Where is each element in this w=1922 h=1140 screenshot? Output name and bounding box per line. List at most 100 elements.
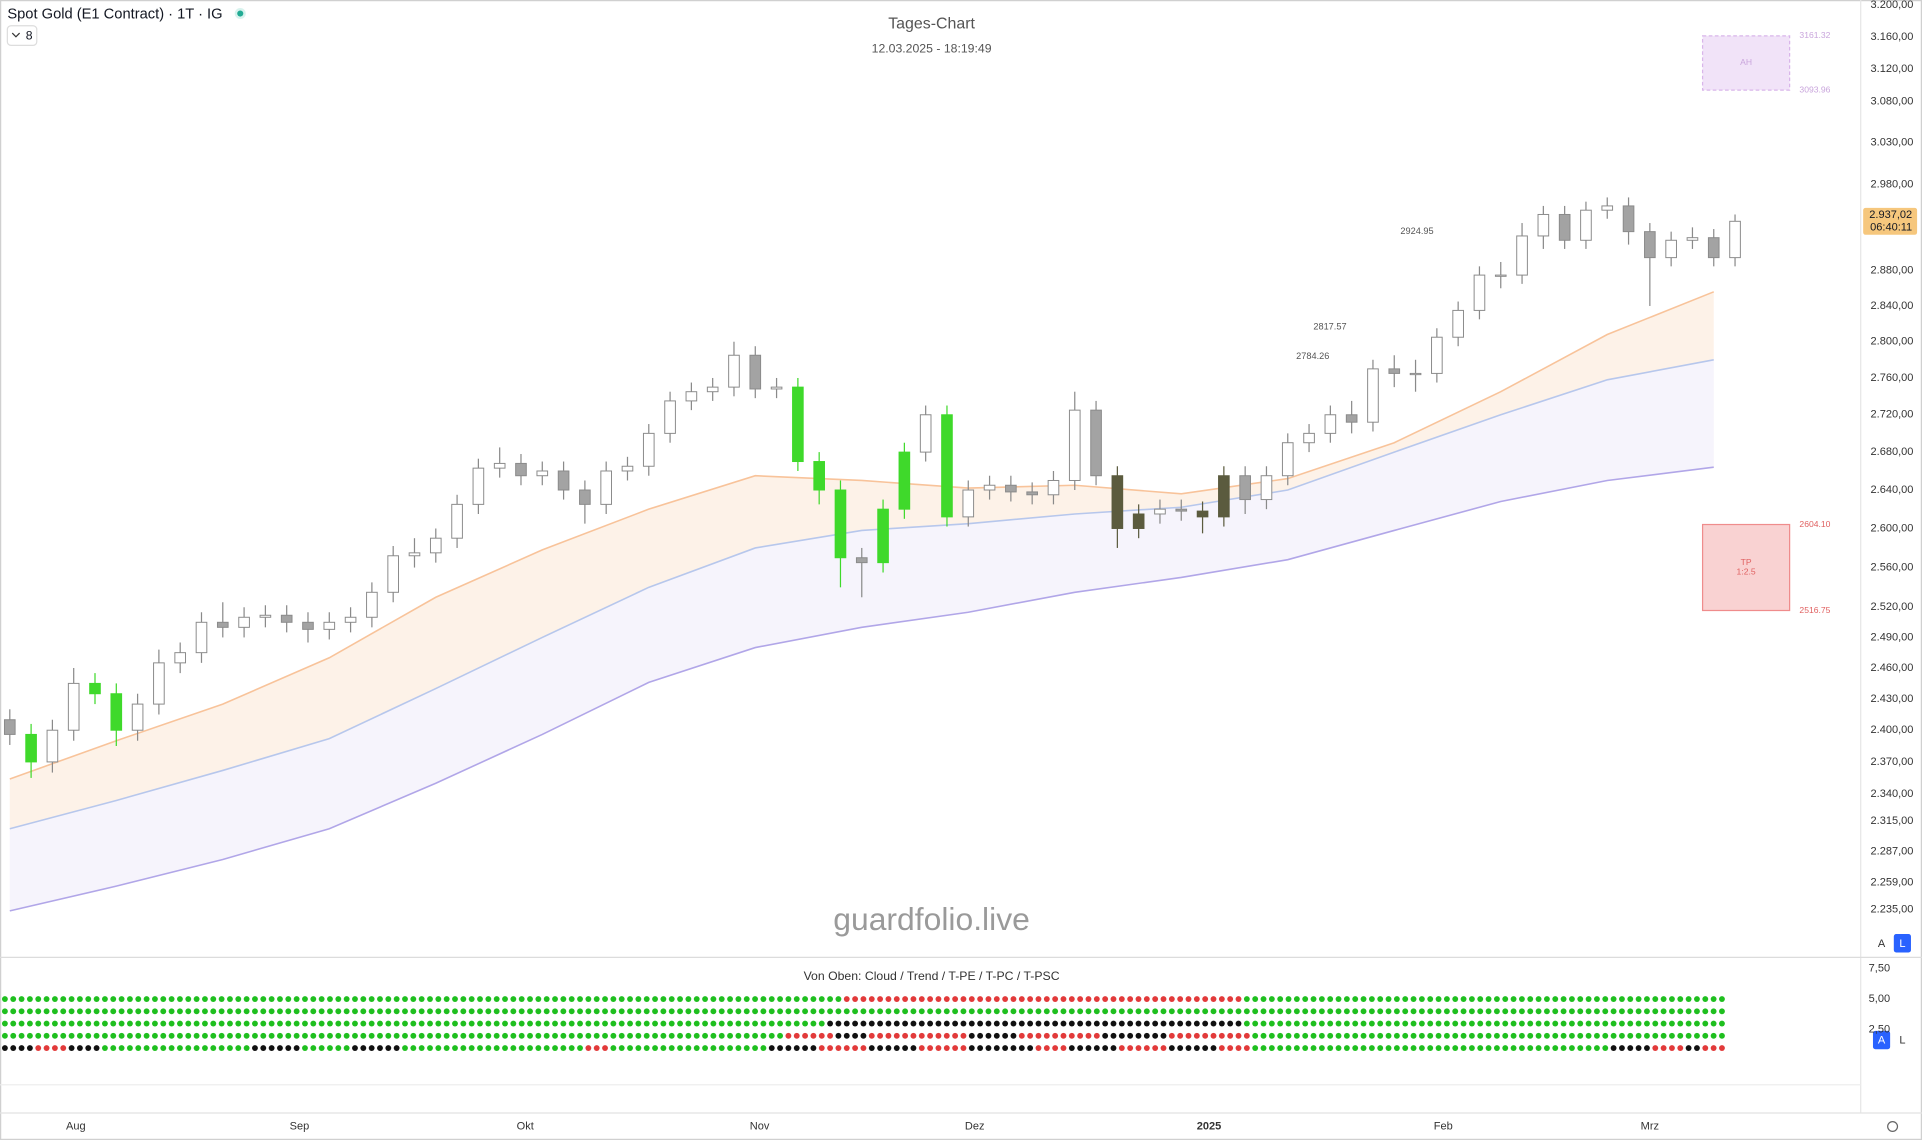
signal-dot bbox=[743, 1032, 750, 1039]
signal-dot bbox=[143, 1020, 150, 1027]
signal-dot bbox=[1110, 1020, 1117, 1027]
signal-dot bbox=[493, 996, 500, 1002]
signal-dot bbox=[1427, 1045, 1434, 1051]
signal-dot bbox=[960, 1020, 967, 1027]
signal-dot bbox=[427, 1020, 433, 1027]
button-label[interactable]: L bbox=[1899, 1035, 1905, 1047]
button-auto[interactable] bbox=[1872, 934, 1891, 953]
signal-dot bbox=[1185, 1020, 1192, 1027]
signal-dot bbox=[327, 1032, 333, 1039]
signal-dot bbox=[1027, 1032, 1034, 1039]
button-label[interactable]: L bbox=[1899, 938, 1905, 950]
indicator-toggle[interactable] bbox=[6, 25, 38, 46]
signal-dot bbox=[1702, 1045, 1709, 1051]
signal-dot bbox=[1118, 996, 1125, 1002]
signal-dot bbox=[460, 1008, 467, 1015]
signal-dot bbox=[910, 1032, 917, 1039]
signal-dot bbox=[527, 1020, 533, 1027]
signal-dot bbox=[1093, 1008, 1100, 1015]
signal-dot bbox=[1669, 996, 1675, 1002]
candle-body bbox=[1345, 414, 1358, 423]
signal-dot bbox=[1510, 996, 1517, 1002]
signal-dot bbox=[202, 1032, 208, 1039]
candle-body bbox=[813, 461, 825, 491]
signal-dot bbox=[902, 996, 909, 1002]
signal-dot bbox=[1610, 1045, 1617, 1051]
signal-dot bbox=[1602, 996, 1609, 1002]
signal-dot bbox=[1160, 1008, 1167, 1015]
signal-dot bbox=[1118, 1032, 1125, 1039]
signal-dot bbox=[460, 1045, 467, 1051]
indicator-count[interactable]: 8 bbox=[26, 28, 33, 42]
signal-dot bbox=[151, 1020, 158, 1027]
settings-icon[interactable] bbox=[1887, 1120, 1899, 1133]
signal-dot bbox=[1135, 1032, 1142, 1039]
signal-dot bbox=[1660, 996, 1667, 1002]
signal-dot bbox=[735, 1045, 742, 1051]
signal-dot bbox=[635, 996, 642, 1002]
signal-dot bbox=[335, 1032, 342, 1039]
signal-dot bbox=[135, 1032, 142, 1039]
candle-body bbox=[536, 470, 549, 477]
signal-dot bbox=[593, 996, 600, 1002]
candle-body bbox=[1431, 336, 1443, 374]
button-log[interactable] bbox=[1893, 1030, 1911, 1050]
signal-dot bbox=[752, 1045, 759, 1051]
signal-dot bbox=[885, 1020, 892, 1027]
button-log[interactable] bbox=[1893, 934, 1911, 953]
signal-dot bbox=[26, 1020, 33, 1027]
signal-dot bbox=[1343, 996, 1350, 1002]
signal-dot bbox=[1493, 1008, 1500, 1015]
signal-dot bbox=[235, 1008, 242, 1015]
candle-body bbox=[706, 386, 719, 393]
signal-dot bbox=[735, 996, 742, 1002]
signal-dot bbox=[93, 1008, 100, 1015]
signal-dot bbox=[1310, 996, 1317, 1002]
signal-dot bbox=[852, 996, 859, 1002]
button-label[interactable]: A bbox=[1878, 1035, 1886, 1047]
signal-dot bbox=[1719, 1045, 1725, 1051]
button-auto[interactable] bbox=[1872, 1030, 1891, 1050]
signal-dot bbox=[677, 1020, 683, 1027]
signal-dot bbox=[652, 1020, 658, 1027]
signal-dot bbox=[427, 1032, 433, 1039]
y-tick-label: 2.430,00 bbox=[1871, 693, 1914, 705]
signal-dot bbox=[1202, 1032, 1209, 1039]
signal-dot bbox=[1385, 996, 1392, 1002]
signal-dot bbox=[877, 1045, 884, 1051]
signal-dot bbox=[693, 1020, 700, 1027]
signal-dot bbox=[68, 996, 75, 1002]
signal-dot bbox=[468, 1045, 475, 1051]
signal-dot bbox=[1435, 1045, 1442, 1051]
signal-dot bbox=[1452, 996, 1459, 1002]
signal-dot bbox=[993, 996, 1000, 1002]
signal-dot bbox=[218, 1045, 225, 1051]
signal-dot bbox=[85, 996, 92, 1002]
signal-dot bbox=[1418, 1008, 1425, 1015]
signal-dot bbox=[435, 1020, 442, 1027]
signal-dot bbox=[327, 996, 333, 1002]
signal-dot bbox=[385, 1045, 392, 1051]
signal-dot bbox=[935, 1032, 942, 1039]
signal-dot bbox=[868, 1045, 875, 1051]
signal-dot bbox=[952, 1032, 959, 1039]
signal-dot bbox=[1652, 1032, 1659, 1039]
signal-dot bbox=[810, 1032, 817, 1039]
signal-dot bbox=[1235, 1032, 1242, 1039]
signal-dot bbox=[1135, 1020, 1142, 1027]
signal-dot bbox=[1527, 1032, 1534, 1039]
candle-body bbox=[962, 489, 975, 518]
button-label[interactable]: A bbox=[1878, 938, 1886, 950]
signal-dot bbox=[1310, 1020, 1317, 1027]
signal-dot bbox=[1093, 1032, 1100, 1039]
signal-dot bbox=[718, 1032, 725, 1039]
signal-dot bbox=[1135, 1045, 1142, 1051]
signal-dot bbox=[843, 1008, 850, 1015]
signal-dot bbox=[1510, 1032, 1517, 1039]
signal-dot bbox=[768, 1045, 775, 1051]
signal-dot bbox=[151, 996, 158, 1002]
y-tick-label: 3.160,00 bbox=[1871, 31, 1914, 43]
signal-dot bbox=[68, 1032, 75, 1039]
signal-dot bbox=[1002, 1032, 1009, 1039]
signal-dot bbox=[18, 1045, 25, 1051]
